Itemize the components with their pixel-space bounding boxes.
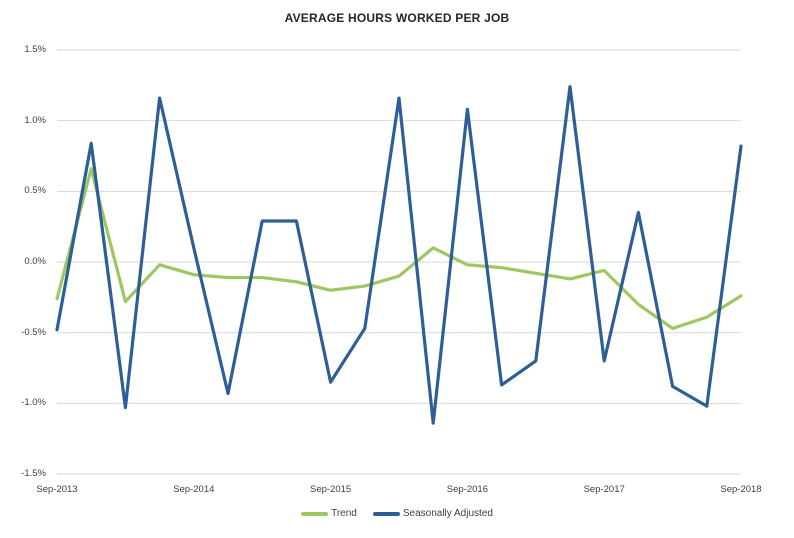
x-tick-label: Sep-2016 bbox=[446, 484, 488, 495]
y-tick-label: 1.5% bbox=[24, 44, 46, 55]
series-line-seasonally-adjusted bbox=[55, 85, 743, 425]
x-tick-label: Sep-2015 bbox=[309, 484, 352, 495]
legend: Trend Seasonally Adjusted bbox=[0, 507, 794, 521]
y-tick-label: -1.5% bbox=[21, 468, 46, 479]
x-tick-label: Sep-2018 bbox=[720, 484, 762, 495]
seasonally-adjusted-line-swatch-icon bbox=[372, 512, 400, 516]
chart-title: AVERAGE HOURS WORKED PER JOB bbox=[284, 11, 510, 25]
legend-label-trend: Trend bbox=[331, 508, 357, 519]
legend-item-trend: Trend bbox=[301, 507, 357, 521]
legend-label-seasonally-adjusted: Seasonally Adjusted bbox=[402, 508, 493, 519]
y-tick-label: 0.5% bbox=[24, 185, 46, 197]
x-tick-label: Sep-2017 bbox=[583, 484, 625, 495]
trend-line-swatch-icon bbox=[301, 512, 329, 516]
legend-item-seasonally-adjusted: Seasonally Adjusted bbox=[372, 507, 493, 521]
y-tick-label: -1.0% bbox=[21, 397, 46, 409]
x-tick-label: Sep-2014 bbox=[173, 484, 215, 495]
x-tick-label: Sep-2013 bbox=[36, 484, 78, 495]
y-tick-label: 1.0% bbox=[24, 114, 46, 126]
y-tick-label: 0.0% bbox=[24, 256, 46, 267]
series-line-trend bbox=[55, 167, 743, 331]
y-tick-label: -0.5% bbox=[21, 326, 46, 338]
